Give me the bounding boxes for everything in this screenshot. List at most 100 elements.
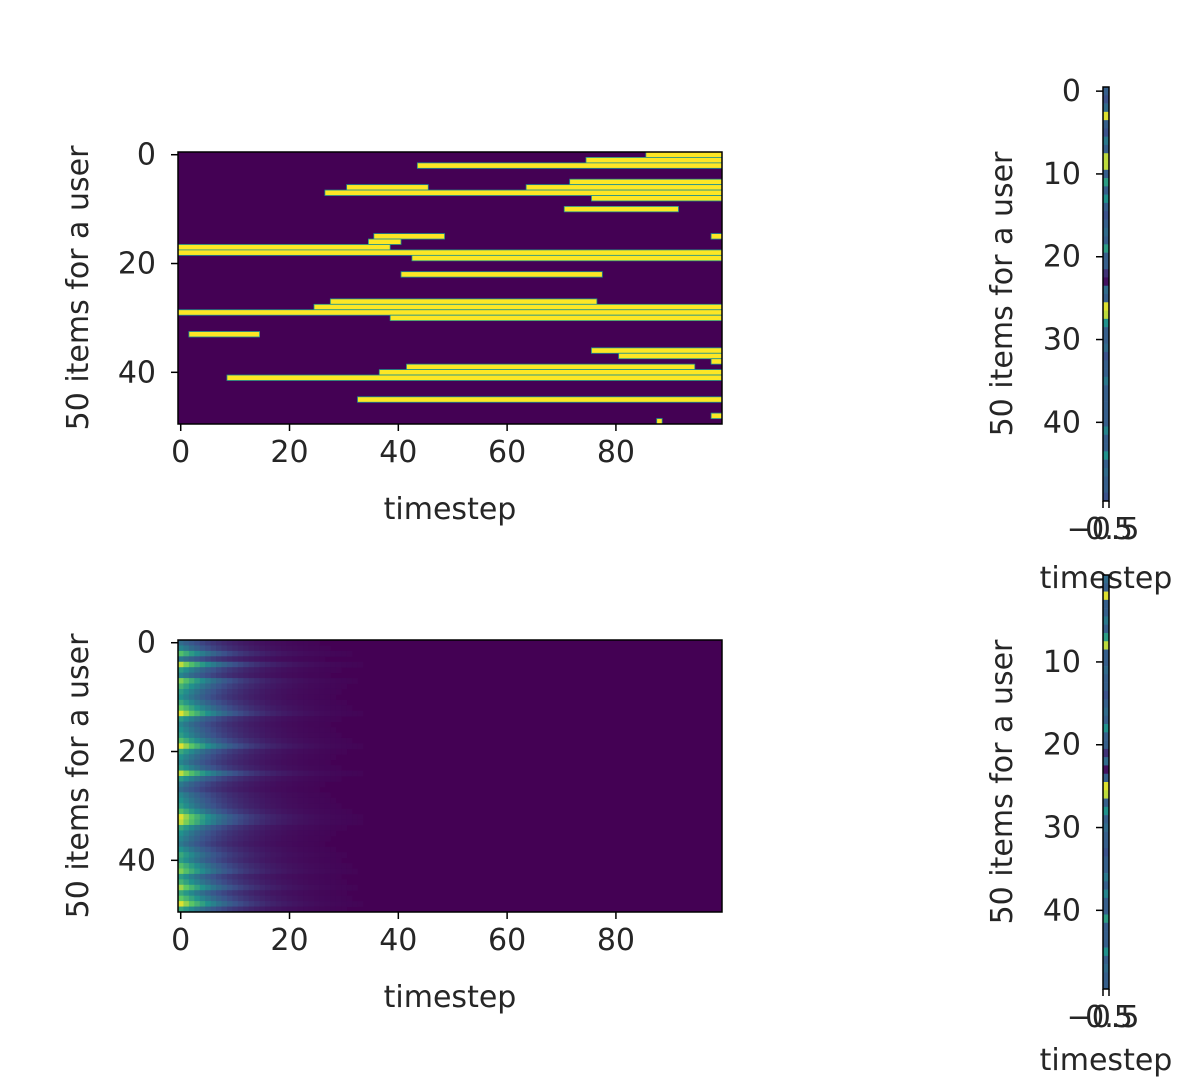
- heatmap-cell: [308, 863, 315, 869]
- heatmap-cell: [297, 835, 304, 842]
- heatmap-cell: [183, 857, 190, 864]
- heatmap-cell: [341, 884, 348, 891]
- heatmap-cell: [308, 699, 315, 706]
- heatmap-cell: [226, 743, 233, 750]
- strip-cell: [1103, 219, 1109, 229]
- heatmap-cell: [292, 776, 299, 782]
- heatmap-cell: [232, 808, 239, 815]
- heatmap-cell: [216, 786, 222, 793]
- heatmap-cell: [210, 737, 217, 744]
- heatmap-cell: [314, 808, 320, 815]
- heatmap-cell: [232, 797, 239, 804]
- heatmap-cell: [221, 661, 228, 668]
- heatmap-cell: [194, 803, 201, 810]
- heatmap-cell: [194, 737, 201, 744]
- heatmap-cell: [314, 890, 320, 897]
- heatmap-cell: [319, 830, 326, 837]
- heatmap-cell: [221, 754, 228, 761]
- heatmap-cell: [341, 879, 348, 886]
- strip-cell: [1103, 856, 1109, 866]
- heatmap-cell: [237, 786, 244, 793]
- heatmap-cell: [199, 879, 206, 886]
- heatmap-cell: [346, 650, 353, 657]
- heatmap-cell: [210, 884, 217, 891]
- heatmap-cell: [270, 705, 277, 712]
- heatmap-cell: [254, 683, 260, 690]
- heatmap-cell: [210, 797, 217, 804]
- heatmap-cell: [314, 656, 320, 663]
- strip-cell: [1103, 492, 1109, 502]
- heatmap-cell: [210, 781, 217, 788]
- heatmap-cell: [183, 776, 190, 782]
- heatmap-cell: [194, 786, 201, 793]
- heatmap-cell: [243, 759, 250, 766]
- heatmap-cell: [237, 901, 244, 907]
- heatmap-cell: [237, 732, 244, 739]
- heatmap-cell: [319, 759, 326, 766]
- xtick-label: 0.5: [1085, 512, 1133, 547]
- heatmap-cell: [308, 803, 315, 810]
- heatmap-cell: [319, 835, 326, 842]
- heatmap-cell: [221, 879, 228, 886]
- heatmap-cell: [286, 678, 293, 684]
- heatmap-cell: [324, 792, 331, 799]
- heatmap-cell: [248, 846, 255, 853]
- heatmap-cell: [303, 863, 309, 869]
- heatmap-cell: [292, 699, 299, 706]
- heatmap-cell: [297, 678, 304, 684]
- strip-cell: [1103, 294, 1109, 303]
- heatmap-cell: [205, 803, 212, 810]
- heatmap-cell: [237, 792, 244, 799]
- heatmap-cell: [205, 732, 212, 739]
- heatmap-cell: [335, 765, 342, 771]
- heatmap-cell: [324, 683, 331, 690]
- heatmap-cell: [210, 776, 217, 782]
- strip-cell: [1103, 111, 1109, 121]
- heatmap-cell: [199, 748, 206, 755]
- heatmap-cell: [292, 863, 299, 869]
- heatmap-cell: [292, 754, 299, 761]
- heatmap-cell: [346, 884, 353, 891]
- heatmap-cell: [314, 781, 320, 788]
- heatmap-cell: [303, 819, 309, 826]
- column-strip-top-ytick-label: 20: [1043, 240, 1081, 275]
- decay-heatmap-xlabel: timestep: [384, 980, 517, 1015]
- heatmap-cell: [254, 814, 260, 820]
- heatmap-cell: [308, 721, 315, 728]
- heatmap-cell: [281, 879, 288, 886]
- heatmap-cell: [221, 727, 228, 733]
- heatmap-cell: [319, 863, 326, 869]
- heatmap-cell: [183, 650, 190, 657]
- heatmap-cell: [265, 776, 271, 782]
- heatmap-cell: [232, 743, 239, 750]
- heatmap-cell: [265, 732, 271, 739]
- heatmap-cell: [178, 699, 184, 706]
- heatmap-cell: [275, 710, 282, 717]
- strip-cell: [1103, 864, 1109, 874]
- heatmap-cell: [188, 721, 195, 728]
- heatmap-cell: [341, 650, 348, 657]
- heatmap-cell: [188, 841, 195, 848]
- heatmap-cell: [178, 857, 184, 864]
- heatmap-cell: [188, 650, 195, 657]
- heatmap-cell: [314, 819, 320, 826]
- heatmap-cell: [194, 705, 201, 712]
- heatmap-cell: [254, 797, 260, 804]
- heatmap-cell: [183, 770, 190, 777]
- heatmap-cell: [319, 895, 326, 902]
- heatmap-cell: [303, 770, 309, 777]
- heatmap-cell: [199, 710, 206, 717]
- heatmap-cell: [221, 814, 228, 820]
- heatmap-cell: [199, 640, 206, 646]
- heatmap-cell: [265, 884, 271, 891]
- heatmap-cell: [210, 721, 217, 728]
- heatmap-cell: [254, 863, 260, 869]
- heatmap-cell: [237, 884, 244, 891]
- heatmap-cell: [286, 857, 293, 864]
- heatmap-cell: [275, 890, 282, 897]
- heatmap-cell: [286, 797, 293, 804]
- strip-cell: [1103, 368, 1109, 378]
- heatmap-cell: [210, 770, 217, 777]
- heatmap-cell: [243, 683, 250, 690]
- heatmap-cell: [188, 678, 195, 684]
